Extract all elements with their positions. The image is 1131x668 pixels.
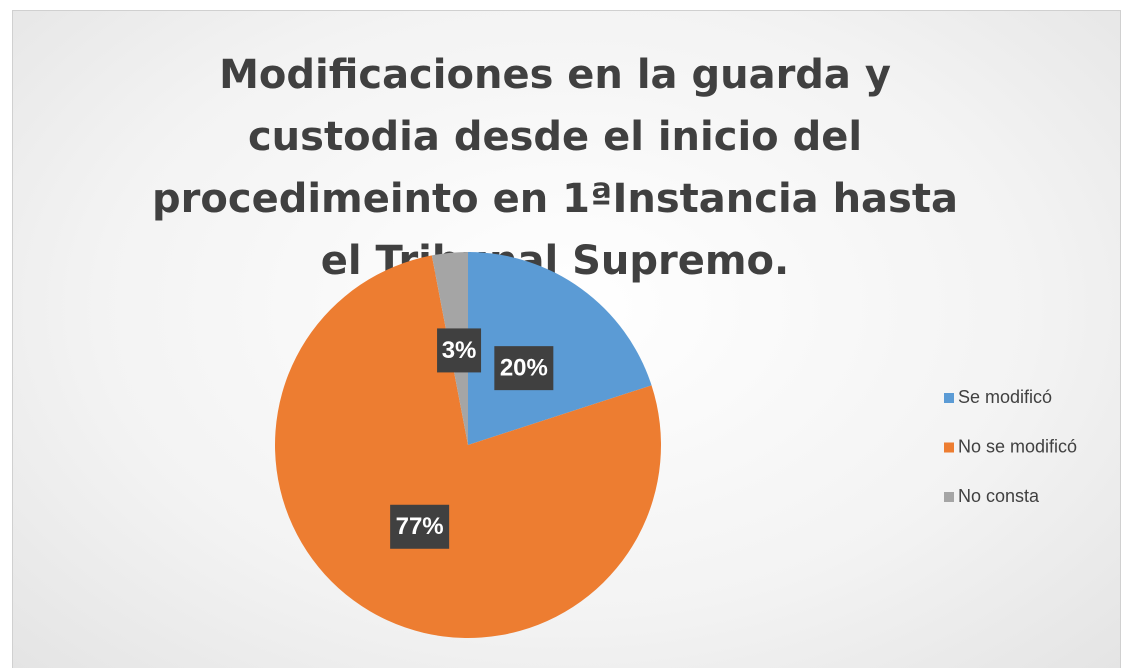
legend-label: No consta (958, 486, 1040, 506)
data-label-box (494, 346, 554, 391)
legend-label: No se modificó (958, 436, 1077, 456)
legend-label: Se modificó (958, 387, 1052, 407)
pie-slice (274, 255, 661, 639)
data-label: 77% (396, 513, 444, 540)
pie-slice (468, 252, 652, 445)
data-label-box (437, 328, 482, 373)
legend-swatch (944, 442, 954, 453)
legend-swatch (944, 393, 954, 403)
legend-swatch (944, 492, 954, 502)
data-label: 3% (442, 337, 477, 364)
data-label-box (390, 504, 450, 549)
data-label: 20% (500, 354, 548, 381)
